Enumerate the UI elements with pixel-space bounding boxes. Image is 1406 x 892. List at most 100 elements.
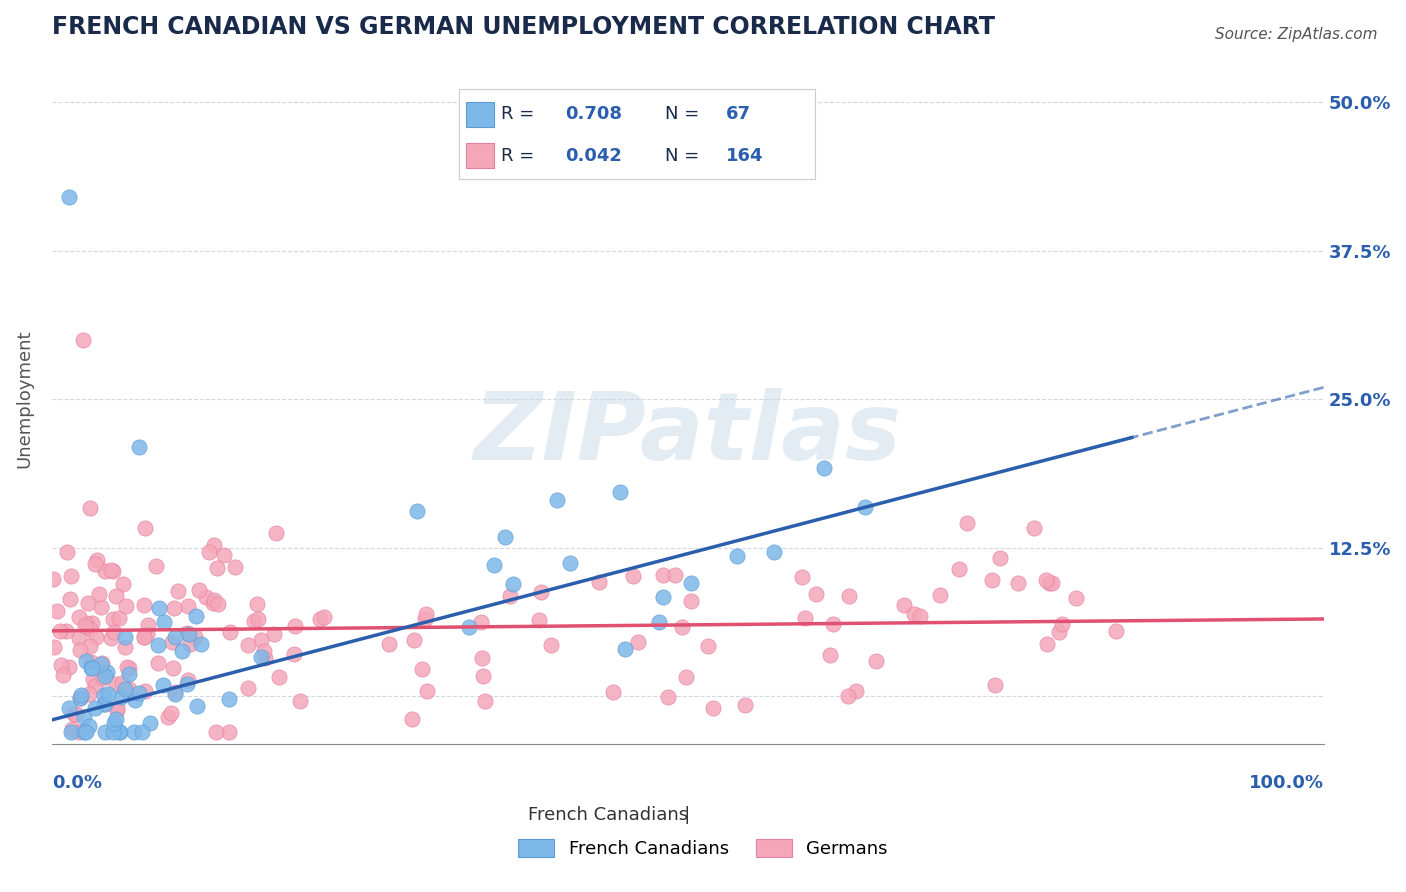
Germans xyxy=(588,574,610,589)
French Canadians xyxy=(458,620,481,634)
French Canadians xyxy=(250,649,273,664)
Germans xyxy=(288,694,311,708)
French Canadians xyxy=(80,661,103,675)
Germans xyxy=(838,589,860,603)
Germans xyxy=(44,640,66,655)
Germans xyxy=(404,632,426,647)
French Canadians xyxy=(139,715,162,730)
Germans xyxy=(734,698,756,712)
Germans xyxy=(111,577,134,591)
Germans xyxy=(108,611,131,625)
Germans xyxy=(1105,624,1128,638)
Germans xyxy=(160,706,183,720)
Germans xyxy=(77,686,100,700)
Germans xyxy=(1036,637,1059,651)
Germans xyxy=(179,637,201,651)
Germans xyxy=(82,616,104,631)
Y-axis label: Unemployment: Unemployment xyxy=(15,330,32,468)
French Canadians xyxy=(93,697,115,711)
Germans xyxy=(94,564,117,578)
Germans xyxy=(63,706,86,721)
Germans xyxy=(91,671,114,685)
Germans xyxy=(621,569,644,583)
French Canadians xyxy=(101,724,124,739)
Germans xyxy=(115,660,138,674)
Germans xyxy=(82,672,104,686)
Germans xyxy=(202,593,225,607)
Germans xyxy=(312,609,335,624)
Germans xyxy=(145,558,167,573)
French Canadians xyxy=(122,724,145,739)
French Canadians xyxy=(614,642,637,657)
Germans xyxy=(177,599,200,613)
Germans xyxy=(983,678,1005,692)
French Canadians xyxy=(172,643,194,657)
French Canadians xyxy=(218,692,240,706)
Germans xyxy=(411,662,433,676)
Germans xyxy=(928,588,950,602)
Germans xyxy=(204,724,226,739)
French Canadians xyxy=(114,631,136,645)
Germans xyxy=(79,640,101,654)
Germans xyxy=(49,658,72,673)
Germans xyxy=(105,676,128,690)
Germans xyxy=(59,591,82,606)
Germans xyxy=(988,551,1011,566)
Germans xyxy=(283,648,305,662)
Germans xyxy=(236,681,259,695)
Germans xyxy=(101,564,124,578)
French Canadians xyxy=(75,724,97,739)
French Canadians xyxy=(482,558,505,572)
Germans xyxy=(948,562,970,576)
Germans xyxy=(218,724,240,739)
French Canadians xyxy=(648,615,671,629)
Germans xyxy=(132,630,155,644)
French Canadians xyxy=(93,724,115,739)
Germans xyxy=(91,656,114,670)
Germans xyxy=(1050,617,1073,632)
French Canadians xyxy=(93,698,115,712)
Germans xyxy=(243,615,266,629)
Germans xyxy=(377,637,399,651)
Germans xyxy=(114,640,136,655)
Germans xyxy=(981,573,1004,587)
Germans xyxy=(105,589,128,603)
Germans xyxy=(67,631,90,645)
French Canadians xyxy=(97,687,120,701)
French Canadians xyxy=(406,504,429,518)
French Canadians xyxy=(179,626,201,640)
Germans xyxy=(75,619,97,633)
Germans xyxy=(246,612,269,626)
Germans xyxy=(93,668,115,682)
Germans xyxy=(1064,591,1087,605)
Germans xyxy=(157,710,180,724)
Germans xyxy=(118,682,141,697)
Germans xyxy=(540,638,562,652)
French Canadians xyxy=(69,691,91,706)
French Canadians xyxy=(73,710,96,724)
Germans xyxy=(893,598,915,612)
French Canadians xyxy=(190,637,212,651)
Germans xyxy=(845,684,868,698)
Germans xyxy=(67,609,90,624)
Germans xyxy=(790,570,813,584)
Germans xyxy=(702,701,724,715)
Germans xyxy=(45,604,67,618)
Germans xyxy=(1022,521,1045,535)
Germans xyxy=(267,669,290,683)
Germans xyxy=(80,655,103,669)
Germans xyxy=(90,600,112,615)
Germans xyxy=(163,601,186,615)
French Canadians xyxy=(128,686,150,700)
Germans xyxy=(309,612,332,626)
Germans xyxy=(42,573,65,587)
Germans xyxy=(664,567,686,582)
Germans xyxy=(86,552,108,566)
French Canadians xyxy=(83,701,105,715)
Germans xyxy=(146,657,169,671)
French Canadians xyxy=(103,716,125,731)
Germans xyxy=(527,613,550,627)
Germans xyxy=(79,622,101,636)
Germans xyxy=(793,611,815,625)
French Canadians xyxy=(105,712,128,726)
